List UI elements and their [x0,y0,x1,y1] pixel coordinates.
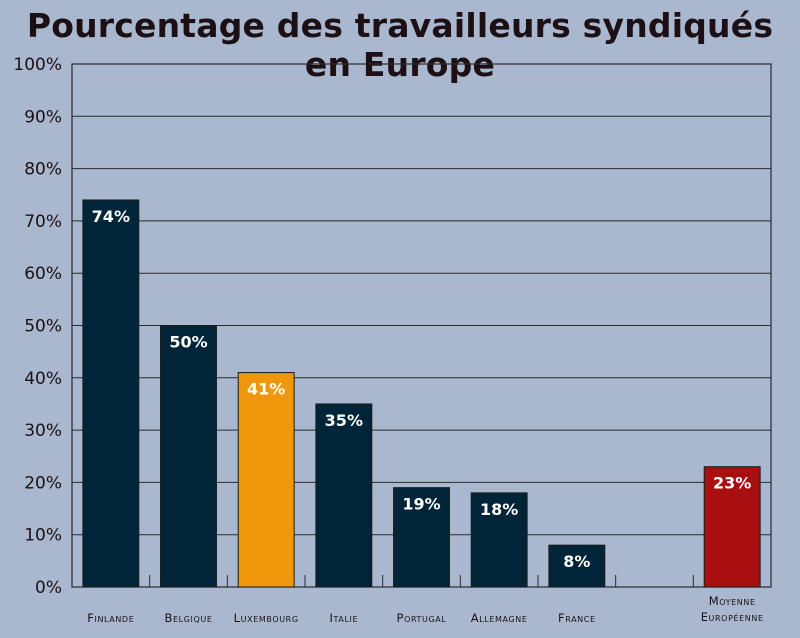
bar-italie [315,403,373,588]
bar-belgique [160,325,217,588]
y-tick-label: 10% [24,526,62,546]
bar-luxembourg [237,372,295,588]
value-label: 50% [169,333,207,352]
bar-france [548,544,606,588]
bar-finlande [82,199,140,588]
y-tick-label: 0% [35,578,62,598]
y-tick-label: 90% [24,107,62,127]
y-tick-label: 30% [24,421,62,441]
x-tick-label: Italie [330,611,359,625]
y-tick-label: 70% [24,212,62,232]
value-label: 19% [402,495,440,514]
value-label: 41% [247,380,285,399]
x-tick-label: Allemagne [471,611,528,625]
bar-moyenne [703,466,761,588]
bar-portugal [393,487,450,588]
value-label: 23% [713,474,751,493]
value-label: 8% [563,552,590,571]
value-label: 35% [325,411,363,430]
x-tick-label: Finlande [87,611,134,625]
y-tick-label: 40% [24,369,62,389]
y-tick-label: 100% [13,55,62,75]
y-tick-label: 50% [24,317,62,337]
value-label: 18% [480,500,518,519]
x-tick-label: Luxembourg [234,611,299,625]
x-tick-label: Belgique [165,611,213,625]
y-tick-label: 60% [24,264,62,284]
y-tick-label: 20% [24,473,62,493]
x-tick-label: Portugal [397,611,447,625]
y-tick-label: 80% [24,160,62,180]
x-tick-label: France [558,611,596,625]
bar-allemagne [470,492,528,588]
x-tick-label: Moyenne Européenne [701,594,764,624]
value-label: 74% [92,207,130,226]
